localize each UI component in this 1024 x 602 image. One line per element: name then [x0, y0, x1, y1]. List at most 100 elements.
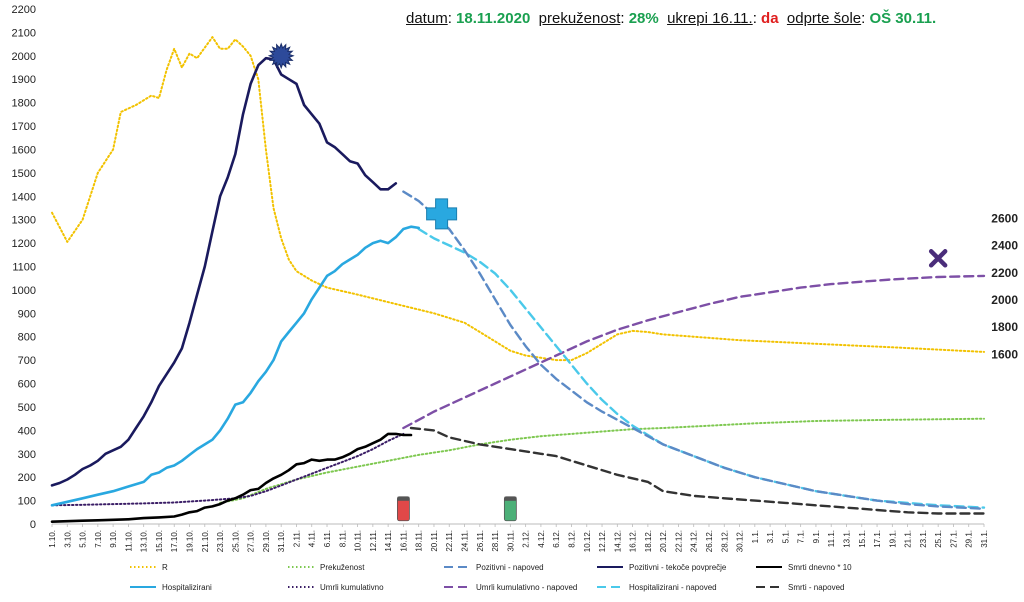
x-tick-label: 24.12. [690, 530, 699, 552]
x-tick-label: 2.12. [522, 530, 531, 548]
y-axis-right: 1600 1800 2000 2200 2400 2600 [991, 212, 1018, 362]
x-tick-label: 20.12. [659, 530, 668, 552]
x-tick-label: 18.11. [415, 530, 424, 552]
y-tick-label: 2100 [12, 27, 36, 39]
series-preku-enost [219, 417, 985, 504]
x-tick-label: 15.1. [858, 530, 867, 548]
y-tick-label: 200 [18, 472, 36, 484]
plus-marker [426, 198, 458, 230]
y-tick-label: 1100 [12, 262, 36, 274]
series-umrli-kumulativno-napoved [402, 274, 986, 430]
series-smrti-napoved [409, 426, 986, 515]
sole-value: OŠ 30.11. [869, 10, 937, 27]
y2-tick-label: 2000 [991, 293, 1018, 307]
y-tick-label: 100 [18, 496, 36, 508]
y2-tick-label: 2600 [991, 212, 1018, 226]
x-tick-label: 28.12. [720, 530, 729, 552]
x-tick-label: 8.12. [567, 530, 576, 548]
x-tick-label: 17.1. [873, 530, 882, 548]
series-pozitivni-napoved [402, 190, 986, 510]
star-marker [267, 42, 295, 70]
red-box-marker-cap [397, 496, 410, 501]
x-tick-label: 22.12. [674, 530, 683, 552]
ukrepi-label: ukrepi 16.11. [667, 10, 753, 27]
x-tick-label: 21.10. [201, 530, 210, 552]
x-tick-label: 3.10. [63, 530, 72, 548]
y-tick-label: 1700 [12, 121, 36, 133]
x-tick-label: 6.11. [323, 530, 332, 547]
y-tick-label: 1800 [12, 98, 36, 110]
x-tick-label: 25.1. [934, 530, 943, 548]
x-tick-label: 16.12. [629, 530, 638, 552]
datum-value: 18.11.2020 [456, 10, 531, 27]
x-tick-label: 27.10. [247, 530, 256, 552]
series-r [51, 36, 985, 362]
x-tick-label: 4.12. [537, 530, 546, 548]
x-tick-label: 17.10. [170, 530, 179, 552]
series-hospitalizirani [50, 225, 420, 507]
x-tick-label: 30.11. [506, 530, 515, 552]
x-tick-label: 1.1. [751, 530, 760, 543]
legend-label: Hospitalizirani - napoved [629, 583, 717, 592]
legend: R Prekuženost Pozitivni - napoved Pozitivni… [130, 563, 852, 592]
x-tick-label: 22.11. [445, 530, 454, 552]
y-tick-label: 800 [18, 332, 36, 344]
prekuzenost-label: prekuženost [538, 10, 621, 27]
legend-label: Umrli kumulativno - napoved [476, 583, 577, 592]
x-tick-label: 19.1. [888, 530, 897, 548]
legend-label: Smrti dnevno * 10 [788, 563, 852, 572]
x-tick-label: 25.10. [231, 530, 240, 552]
sole-label: odprte šole [786, 10, 862, 27]
y-tick-label: 2000 [12, 51, 36, 63]
status-header: datum: 18.11.2020 prekuženost: 28% ukrep… [406, 10, 937, 27]
y-tick-label: 600 [18, 379, 36, 391]
x-tick-label: 28.11. [491, 530, 500, 552]
x-tick-label: 18.12. [644, 530, 653, 552]
x-tick-label: 23.1. [919, 530, 928, 548]
y-tick-label: 1000 [12, 285, 36, 297]
series-pozitivni-teko-e-povpre-je [50, 56, 398, 487]
x-tick-label: 11.10. [124, 530, 133, 552]
x-tick-label: 16.11. [399, 530, 408, 552]
x-tick-label: 2.11. [292, 530, 301, 547]
datum-label: datum [406, 10, 448, 27]
x-tick-label: 19.10. [186, 530, 195, 552]
x-tick-label: 26.11. [476, 530, 485, 552]
y-tick-label: 300 [18, 449, 36, 461]
y-tick-label: 1300 [12, 215, 36, 227]
x-tick-label: 29.1. [965, 530, 974, 548]
x-tick-label: 4.11. [308, 530, 317, 547]
x-tick-label: 12.11. [369, 530, 378, 552]
legend-label: Smrti - napoved [788, 583, 844, 592]
x-tick-label: 15.10. [155, 530, 164, 552]
x-tick-label: 14.12. [613, 530, 622, 552]
x-tick-label: 13.10. [140, 530, 149, 552]
x-tick-label: 21.1. [904, 530, 913, 548]
y2-tick-label: 2200 [991, 266, 1018, 280]
y2-tick-label: 1800 [991, 320, 1018, 334]
x-tick-label: 8.11. [338, 530, 347, 547]
x-tick-label: 31.10. [277, 530, 286, 552]
x-tick-label: 24.11. [461, 530, 470, 552]
y-tick-label: 700 [18, 355, 36, 367]
y2-tick-label: 2400 [991, 239, 1018, 253]
x-tick-label: 10.11. [354, 530, 363, 552]
y-tick-label: 1600 [12, 144, 36, 156]
x-tick-label: 12.12. [598, 530, 607, 552]
x-tick-label: 20.11. [430, 530, 439, 552]
series-lines [50, 36, 986, 523]
x-tick-label: 26.12. [705, 530, 714, 552]
legend-label: Pozitivni - tekoče povprečje [629, 563, 727, 572]
y-tick-label: 1900 [12, 74, 36, 86]
x-axis: 1.10. 3.10. 5.10. 7.10. 9.10. 11.10. 13.10. 15.… [48, 523, 989, 552]
x-tick-label: 14.11. [384, 530, 393, 552]
y-axis-left: 0 100 200 300 400 500 600 700 800 900 1000 1100 1200… [12, 4, 36, 531]
x-tick-label: 7.1. [797, 530, 806, 543]
x-tick-label: 30.12. [736, 530, 745, 552]
series-umrli-kumulativno [51, 432, 405, 507]
x-tick-label: 11.1. [827, 530, 836, 547]
x-tick-label: 1.10. [48, 530, 57, 548]
x-tick-label: 9.10. [109, 530, 118, 548]
cross-marker-stroke [928, 249, 948, 268]
